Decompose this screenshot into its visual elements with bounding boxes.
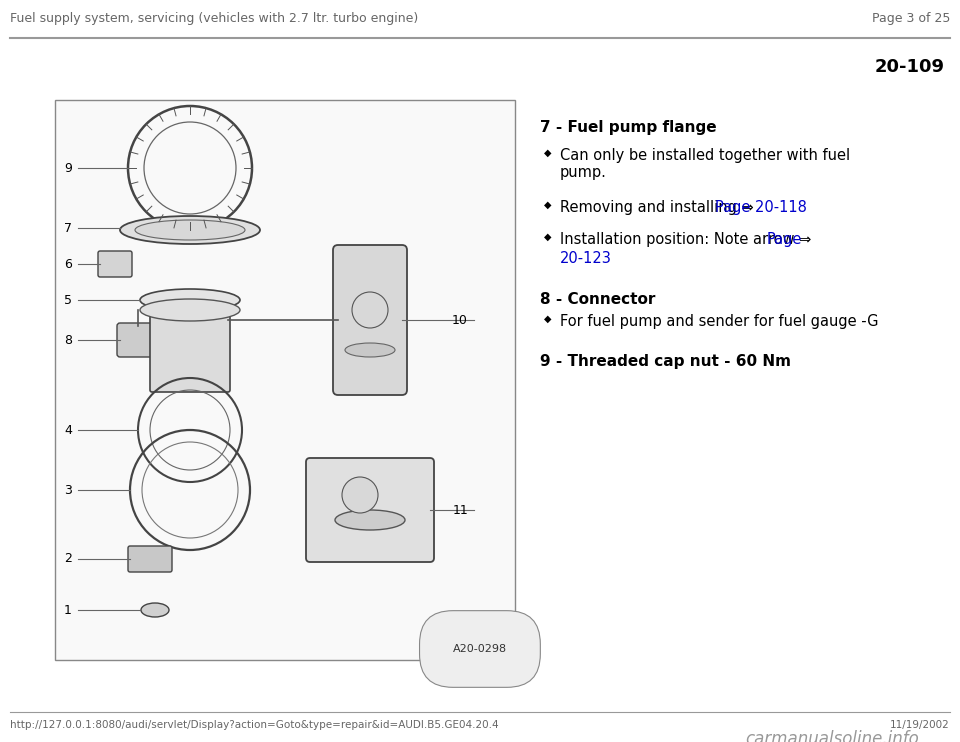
Text: ◆: ◆ [544, 232, 551, 242]
Text: Installation position: Note arrow ⇒: Installation position: Note arrow ⇒ [560, 232, 816, 247]
Text: For fuel pump and sender for fuel gauge -G: For fuel pump and sender for fuel gauge … [560, 314, 878, 329]
Ellipse shape [335, 510, 405, 530]
Ellipse shape [140, 299, 240, 321]
Circle shape [342, 477, 378, 513]
Text: 3: 3 [64, 484, 72, 496]
Text: Fuel supply system, servicing (vehicles with 2.7 ltr. turbo engine): Fuel supply system, servicing (vehicles … [10, 12, 419, 25]
Text: 9: 9 [64, 162, 72, 174]
Ellipse shape [135, 220, 245, 240]
Text: A20-0298: A20-0298 [453, 644, 507, 654]
Text: 11: 11 [452, 504, 468, 516]
Text: 20-109: 20-109 [875, 58, 945, 76]
Ellipse shape [120, 216, 260, 244]
Text: carmanualsoline.info: carmanualsoline.info [745, 730, 919, 742]
Text: Page 20-118: Page 20-118 [715, 200, 806, 215]
Text: 4: 4 [64, 424, 72, 436]
Text: 10: 10 [452, 314, 468, 326]
Ellipse shape [345, 343, 395, 357]
Text: Can only be installed together with fuel
pump.: Can only be installed together with fuel… [560, 148, 851, 180]
FancyBboxPatch shape [333, 245, 407, 395]
Text: 9 - Threaded cap nut - 60 Nm: 9 - Threaded cap nut - 60 Nm [540, 354, 791, 369]
FancyBboxPatch shape [306, 458, 434, 562]
Text: 8: 8 [64, 333, 72, 347]
Text: 8 - Connector: 8 - Connector [540, 292, 656, 307]
Text: Page 3 of 25: Page 3 of 25 [872, 12, 950, 25]
FancyBboxPatch shape [98, 251, 132, 277]
Text: 5: 5 [64, 294, 72, 306]
Text: ◆: ◆ [544, 148, 551, 158]
Text: Page: Page [767, 232, 803, 247]
FancyBboxPatch shape [117, 323, 159, 357]
Ellipse shape [140, 289, 240, 311]
Text: 20-123: 20-123 [560, 251, 612, 266]
Text: Removing and installing ⇒: Removing and installing ⇒ [560, 200, 758, 215]
Text: 11/19/2002: 11/19/2002 [890, 720, 950, 730]
Text: ◆: ◆ [544, 314, 551, 324]
FancyBboxPatch shape [55, 100, 515, 660]
Text: 6: 6 [64, 257, 72, 271]
Text: 7 - Fuel pump flange: 7 - Fuel pump flange [540, 120, 716, 135]
FancyBboxPatch shape [150, 308, 230, 392]
Ellipse shape [141, 603, 169, 617]
Text: 2: 2 [64, 553, 72, 565]
Text: 1: 1 [64, 603, 72, 617]
FancyBboxPatch shape [128, 546, 172, 572]
Text: http://127.0.0.1:8080/audi/servlet/Display?action=Goto&type=repair&id=AUDI.B5.GE: http://127.0.0.1:8080/audi/servlet/Displ… [10, 720, 498, 730]
Text: ◆: ◆ [544, 200, 551, 210]
Text: 7: 7 [64, 222, 72, 234]
